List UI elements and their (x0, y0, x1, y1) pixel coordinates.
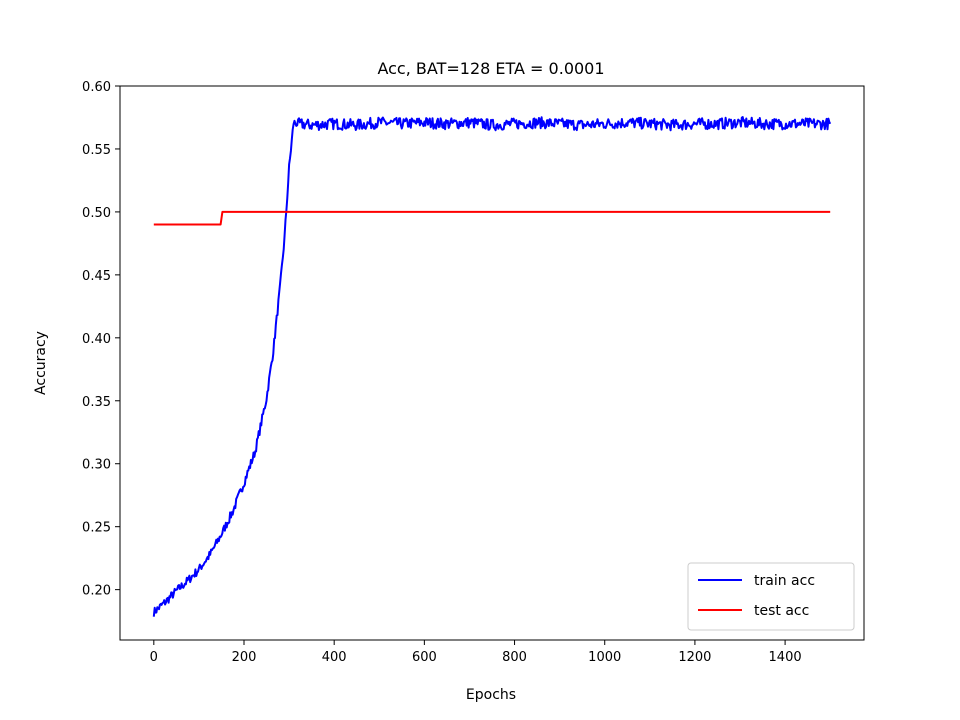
series-line-test-acc (153, 210, 831, 226)
legend: train acc test acc (687, 562, 855, 631)
series-line-train-acc (152, 116, 832, 617)
y-axis-label: Accuracy (33, 331, 49, 395)
x-tick-label: 200 (232, 650, 257, 665)
y-axis-ticks: 0.20 0.25 0.30 0.35 0.40 0.45 0.50 0.55 0.60 (82, 80, 120, 599)
x-tick-label: 1000 (588, 650, 621, 665)
series-layer (152, 116, 832, 617)
y-tick-label: 0.20 (82, 584, 111, 599)
legend-label: train acc (754, 573, 815, 589)
x-tick-label: 0 (150, 650, 158, 665)
chart-title: Acc, BAT=128 ETA = 0.0001 (377, 59, 604, 78)
y-tick-label: 0.40 (82, 332, 111, 347)
x-tick-label: 600 (412, 650, 437, 665)
legend-label: test acc (754, 603, 809, 619)
y-tick-label: 0.60 (82, 80, 111, 95)
y-tick-label: 0.30 (82, 458, 111, 473)
plot-frame (119, 85, 865, 641)
y-tick-label: 0.25 (82, 521, 111, 536)
y-tick-label: 0.55 (82, 143, 111, 158)
x-tick-label: 1400 (769, 650, 802, 665)
y-tick-label: 0.35 (82, 395, 111, 410)
x-tick-label: 400 (322, 650, 347, 665)
x-tick-label: 1200 (678, 650, 711, 665)
y-tick-label: 0.45 (82, 269, 111, 284)
x-axis-ticks: 0 200 400 600 800 1000 1200 1400 (150, 640, 802, 665)
y-tick-label: 0.50 (82, 206, 111, 221)
x-axis-label: Epochs (466, 687, 516, 703)
x-tick-label: 800 (502, 650, 527, 665)
